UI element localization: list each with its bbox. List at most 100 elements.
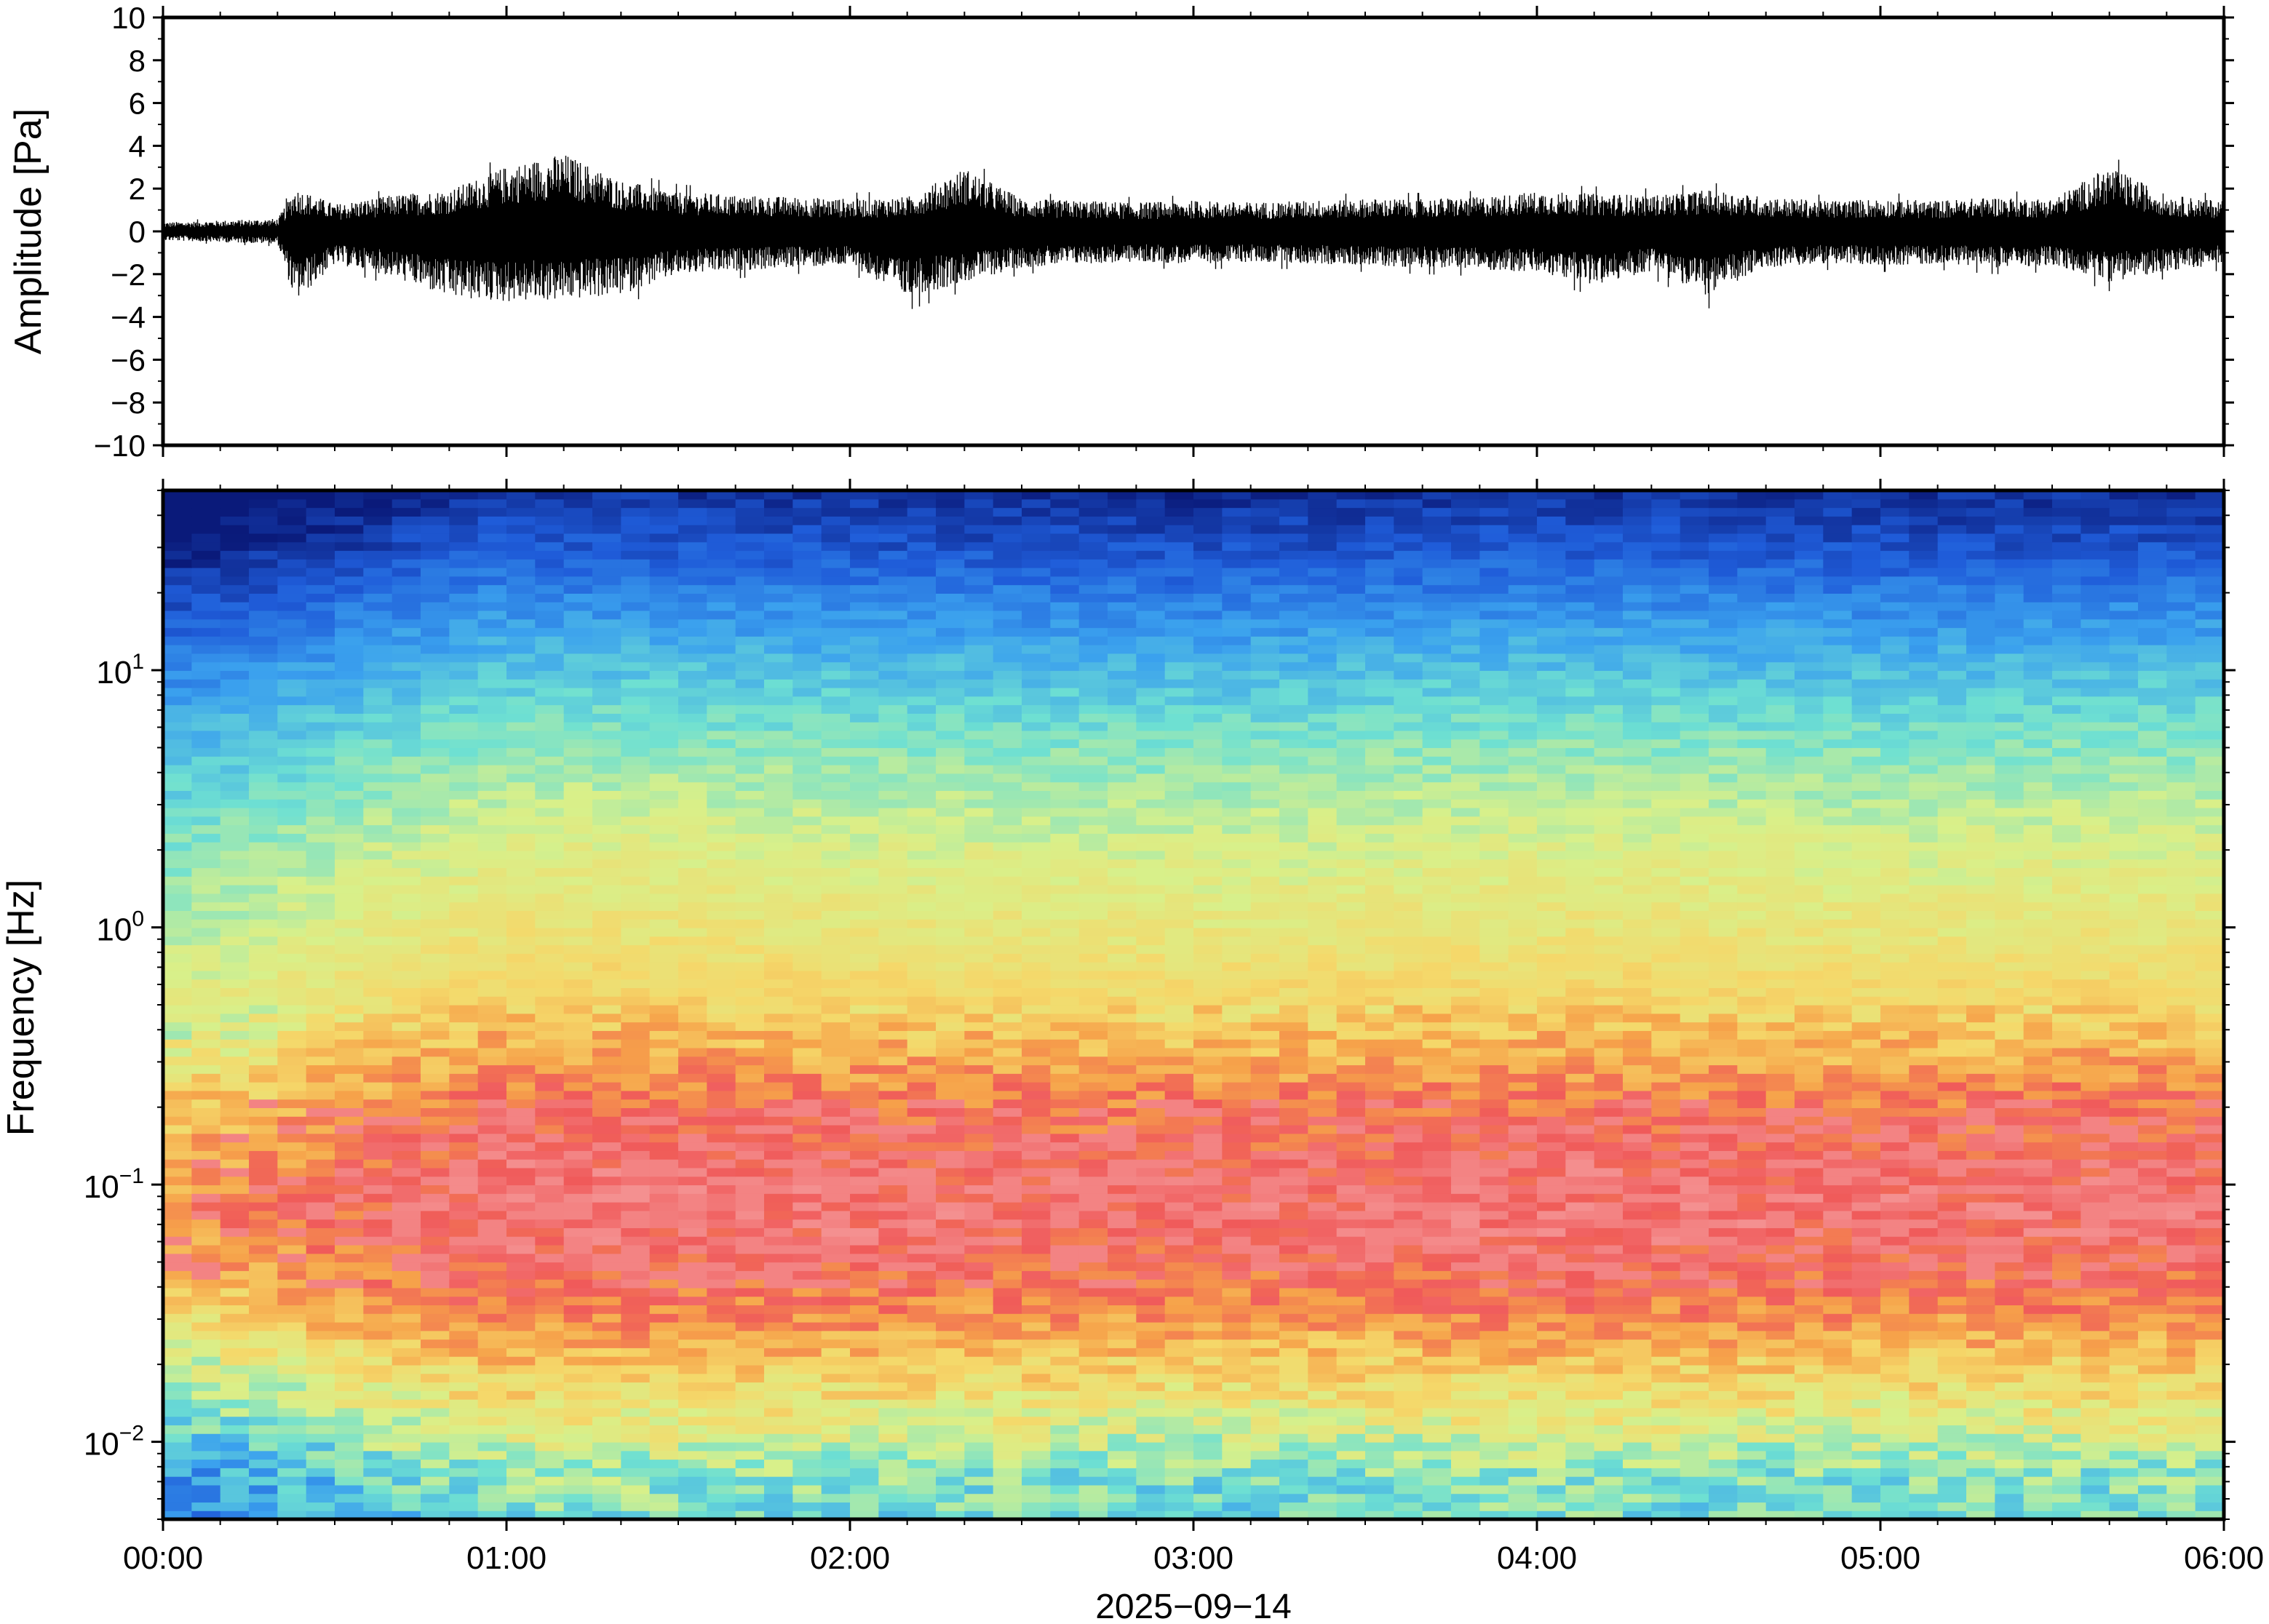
spectrogram-cell <box>191 1133 221 1143</box>
spectrogram-cell <box>821 1459 851 1468</box>
spectrogram-cell <box>392 1150 421 1160</box>
spectrogram-cell <box>1594 1433 1624 1443</box>
spectrogram-cell <box>277 1030 307 1040</box>
spectrogram-cell <box>1308 1356 1338 1366</box>
spectrogram-cell <box>1709 1330 1738 1340</box>
spectrogram-cell <box>1308 953 1338 963</box>
spectrogram-cell <box>764 1399 793 1409</box>
spectrogram-cell <box>1594 1030 1624 1040</box>
spectrogram-cell <box>191 1193 221 1203</box>
spectrogram-cell <box>2052 1185 2081 1194</box>
spectrogram-cell <box>1022 1348 1051 1357</box>
spectrogram-cell <box>1279 1073 1308 1083</box>
spectrogram-cell <box>163 1133 192 1143</box>
spectrogram-cell <box>1479 1476 1509 1486</box>
spectrogram-cell <box>191 1167 221 1177</box>
spectrogram-cell <box>592 1373 621 1383</box>
spectrogram-cell <box>1308 1142 1338 1151</box>
spectrogram-cell <box>1250 1390 1280 1400</box>
spectrogram-cell <box>1050 1193 1080 1203</box>
spectrogram-cell <box>621 1073 651 1083</box>
spectrogram-cell <box>592 936 621 946</box>
spectrogram-cell <box>1050 1476 1080 1486</box>
spectrogram-cell <box>392 1202 421 1211</box>
spectrogram-cell <box>1164 1262 1194 1271</box>
spectrogram-cell <box>1308 1493 1338 1503</box>
spectrogram-cell <box>1078 1210 1108 1220</box>
spectrogram-cell <box>735 1099 765 1108</box>
spectrogram-cell <box>649 1468 679 1477</box>
spectrogram-cell <box>1336 1433 1366 1443</box>
spectrogram-cell <box>1795 1116 1824 1126</box>
spectrogram-cell <box>1394 1227 1423 1237</box>
spectrogram-cell <box>2023 1390 2053 1400</box>
spectrogram-cell <box>1537 1227 1566 1237</box>
spectrogram-cell <box>1737 1313 1767 1323</box>
spectrogram-cell <box>821 1321 851 1332</box>
spectrogram-cell <box>1108 1407 1137 1417</box>
spectrogram-cell <box>1966 1219 1995 1228</box>
spectrogram-cell <box>592 1167 621 1177</box>
spectrogram-cell <box>2023 1348 2053 1357</box>
spectrogram-cell <box>1394 996 1423 1006</box>
spectrogram-cell <box>1222 1253 1252 1263</box>
spectrogram-cell <box>821 1502 851 1511</box>
spectrogram-cell <box>1394 1073 1423 1083</box>
spectrogram-cell <box>2166 1356 2196 1366</box>
spectrogram-cell <box>907 1227 937 1237</box>
spectrogram-cell <box>1394 1099 1423 1108</box>
spectrogram-cell <box>306 1348 335 1357</box>
spectrogram-cell <box>678 953 707 963</box>
spectrogram-cell <box>1022 1476 1051 1486</box>
spectrogram-cell <box>1279 1502 1308 1511</box>
spectrogram-cell <box>1680 1373 1709 1383</box>
spectrogram-cell <box>1737 1013 1767 1023</box>
spectrogram-cell <box>1795 1493 1824 1503</box>
waveform-frame <box>161 15 2226 447</box>
spectrogram-cell <box>477 944 507 954</box>
spectrogram-cell <box>1279 1493 1308 1503</box>
spectrogram-cell <box>2138 1364 2167 1374</box>
spectrogram-cell <box>592 1270 621 1280</box>
spectrogram-cell <box>821 1107 851 1117</box>
spectrogram-cell <box>335 962 364 971</box>
spectrogram-cell <box>1594 1056 1624 1066</box>
spectrogram-cell <box>477 1253 507 1263</box>
spectrogram-cell <box>1623 962 1652 971</box>
spectrogram-cell <box>1136 1073 1166 1083</box>
spectrogram-cell <box>449 1425 479 1434</box>
spectrogram-cell <box>1709 1116 1738 1126</box>
spectrogram-cell <box>2052 1364 2081 1374</box>
spectrogram-cell <box>1422 1321 1452 1332</box>
spectrogram-cell <box>678 1425 707 1434</box>
spectrogram-cell <box>563 1390 593 1400</box>
spectrogram-cell <box>1937 1176 1967 1186</box>
spectrogram-cell <box>1479 1416 1509 1425</box>
spectrogram-cell <box>249 1382 278 1391</box>
spectrogram-cell <box>2052 1468 2081 1477</box>
spectrogram-cell <box>163 944 192 954</box>
spectrogram-cell <box>1108 1382 1137 1391</box>
spectrogram-cell <box>993 996 1022 1006</box>
spectrogram-cell <box>964 1090 994 1100</box>
spectrogram-cell <box>1880 987 1910 997</box>
spectrogram-cell <box>878 1339 908 1348</box>
spectrogram-cell <box>2081 1107 2110 1117</box>
spectrogram-cell <box>506 1321 536 1332</box>
spectrogram-cell <box>1651 1373 1681 1383</box>
spectrogram-cell <box>1880 1064 1910 1074</box>
spectrogram-cell <box>506 1493 536 1503</box>
spectrogram-cell <box>678 1339 707 1348</box>
spectrogram-cell <box>477 979 507 989</box>
spectrogram-cell <box>535 1064 565 1074</box>
spectrogram-cell <box>1537 1476 1566 1486</box>
spectrogram-cell <box>1966 1030 1995 1040</box>
spectrogram-cell <box>1565 1107 1595 1117</box>
spectrogram-cell <box>1709 996 1738 1006</box>
spectrogram-cell <box>2109 1142 2139 1151</box>
spectrogram-cell <box>792 1244 822 1254</box>
spectrogram-cell <box>1937 1321 1967 1332</box>
waveform-y-tick-label: −2 <box>111 258 146 292</box>
spectrogram-cell <box>2195 1279 2225 1289</box>
spectrogram-cell <box>1336 987 1366 997</box>
